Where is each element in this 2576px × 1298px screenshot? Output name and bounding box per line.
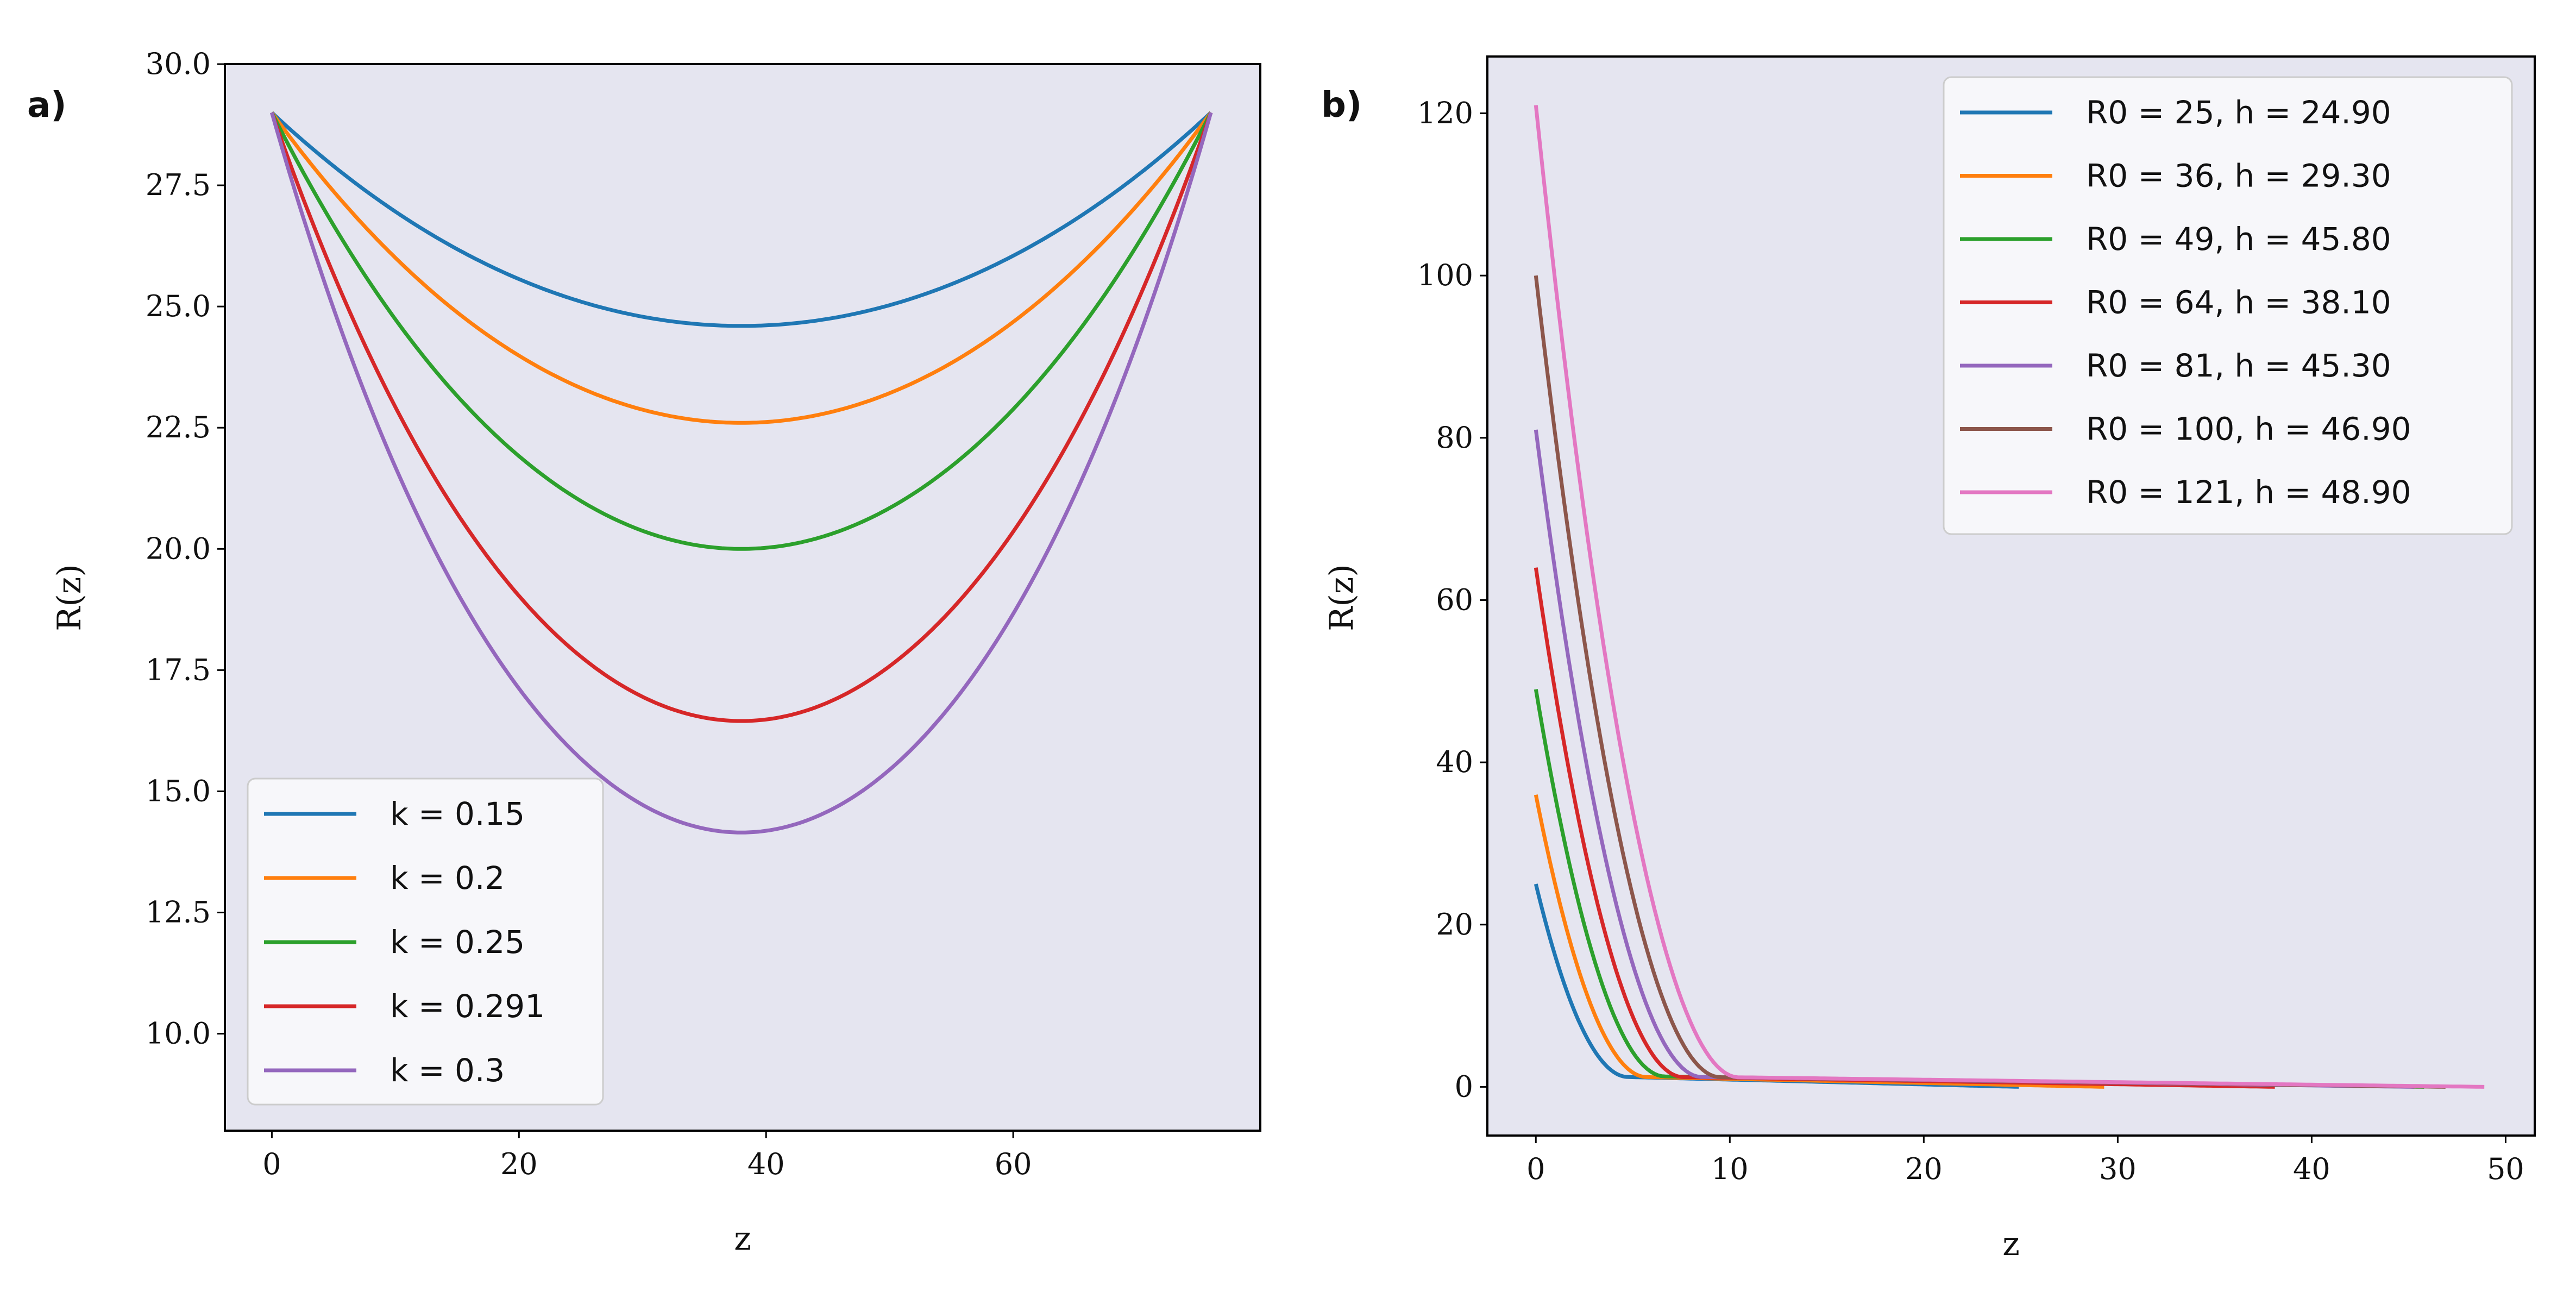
y-tick-label: 60 <box>1436 582 1473 617</box>
legend-label: R0 = 81, h = 45.30 <box>2086 347 2391 384</box>
panel-b: 0 10 20 30 40 50 0 20 40 60 80 100 120 z R(z) b) R0… <box>1321 55 2536 1263</box>
panel-a-legend: k = 0.15 k = 0.2 k = 0.25 k = 0.291 k = 0.3 <box>247 777 604 1106</box>
series-line-5 <box>270 112 1213 835</box>
legend-label: k = 0.15 <box>390 795 525 832</box>
legend-label: k = 0.25 <box>390 924 525 961</box>
series-line-4 <box>270 112 1213 723</box>
x-tick-label: 50 <box>2487 1152 2524 1186</box>
panel-b-y-axis-label: R(z) <box>1323 564 1361 631</box>
panel-a: 0 20 40 60 10.0 12.5 15.0 17.5 20.0 22.5 25.0 27.5… <box>27 47 1261 1258</box>
panel-b-label: b) <box>1321 85 1362 126</box>
y-tick-label: 10.0 <box>146 1017 211 1051</box>
y-tick-label: 12.5 <box>146 895 211 929</box>
y-tick-label: 0 <box>1455 1069 1473 1103</box>
x-tick-label: 30 <box>2099 1152 2137 1186</box>
series-line-1 <box>271 111 1212 328</box>
y-tick-label: 15.0 <box>146 774 211 808</box>
panel-b-frame <box>1486 55 2536 1137</box>
x-tick-label: 20 <box>1905 1152 1943 1186</box>
x-tick-label: 60 <box>995 1147 1032 1181</box>
legend-label: R0 = 64, h = 38.10 <box>2086 284 2391 321</box>
y-tick-label: 40 <box>1436 745 1473 779</box>
x-tick-label: 0 <box>1526 1152 1545 1186</box>
y-tick-label: 20 <box>1436 907 1473 942</box>
panel-a-x-ticks: 0 20 40 60 <box>262 1131 1032 1181</box>
panel-a-legend-box <box>247 777 604 1106</box>
panel-a-label: a) <box>27 85 66 126</box>
legend-label: R0 = 100, h = 46.90 <box>2086 411 2411 448</box>
legend-label: k = 0.291 <box>390 988 545 1025</box>
y-tick-label: 25.0 <box>146 289 211 323</box>
series-line-7 <box>1534 105 2485 1089</box>
legend-label: k = 0.3 <box>390 1052 505 1089</box>
panel-a-frame <box>224 63 1261 1132</box>
series-line-3 <box>270 111 1213 551</box>
panel-b-y-ticks: 0 20 40 60 80 100 120 <box>1417 96 1487 1103</box>
y-tick-label: 120 <box>1417 96 1473 130</box>
legend-label: R0 = 49, h = 45.80 <box>2086 221 2391 258</box>
x-tick-label: 40 <box>2293 1152 2330 1186</box>
panel-b-curves <box>1534 105 2485 1089</box>
panel-a-y-ticks: 10.0 12.5 15.0 17.5 20.0 22.5 25.0 27.5 30.0 <box>146 47 225 1051</box>
y-tick-label: 100 <box>1417 258 1473 292</box>
y-tick-label: 80 <box>1436 421 1473 455</box>
panel-a-y-axis-label: R(z) <box>51 564 89 631</box>
panel-b-legend: R0 = 25, h = 24.90 R0 = 36, h = 29.30 R0 =… <box>1943 76 2513 535</box>
panel-b-legend-box <box>1943 76 2513 535</box>
y-tick-label: 17.5 <box>146 653 211 687</box>
legend-label: k = 0.2 <box>390 860 505 896</box>
x-tick-label: 10 <box>1711 1152 1749 1186</box>
panel-b-x-ticks: 0 10 20 30 40 50 <box>1526 1136 2524 1186</box>
y-tick-label: 27.5 <box>146 168 211 202</box>
y-tick-label: 30.0 <box>146 47 211 81</box>
x-tick-label: 40 <box>747 1147 785 1181</box>
legend-label: R0 = 25, h = 24.90 <box>2086 94 2391 131</box>
series-line-2 <box>270 111 1212 425</box>
y-tick-label: 20.0 <box>146 531 211 566</box>
y-tick-label: 22.5 <box>146 410 211 444</box>
panel-a-curves <box>270 111 1213 835</box>
panel-a-x-axis-label: z <box>734 1220 751 1258</box>
panel-b-x-axis-label: z <box>2002 1225 2020 1263</box>
x-tick-label: 20 <box>500 1147 538 1181</box>
panel-b-legend-items: R0 = 25, h = 24.90 R0 = 36, h = 29.30 R0 =… <box>1960 94 2411 511</box>
legend-label: R0 = 121, h = 48.90 <box>2086 474 2411 511</box>
panel-a-legend-items: k = 0.15 k = 0.2 k = 0.25 k = 0.291 k = 0.3 <box>264 795 545 1089</box>
x-tick-label: 0 <box>262 1147 281 1181</box>
legend-label: R0 = 36, h = 29.30 <box>2086 158 2391 195</box>
